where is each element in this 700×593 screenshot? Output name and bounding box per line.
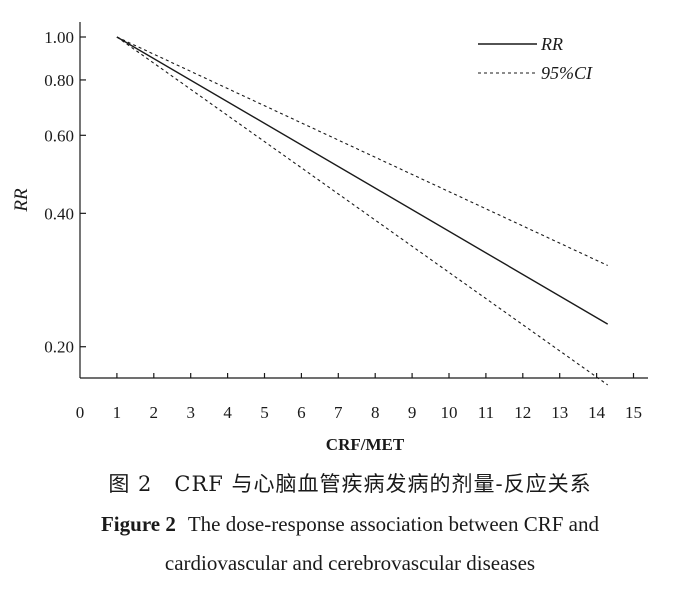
series-line-rr bbox=[116, 36, 609, 325]
x-tick-label-4: 4 bbox=[223, 403, 232, 422]
y-tick-label-4: 0.20 bbox=[44, 338, 74, 357]
x-tick-label-2: 2 bbox=[150, 403, 159, 422]
x-tick-label-11: 11 bbox=[478, 403, 494, 422]
chart-legend: RR 95%CI bbox=[478, 34, 593, 83]
figure-caption-chinese: 图 2 CRF 与心脑血管疾病发病的剂量-反应关系 bbox=[108, 472, 592, 496]
y-tick-label-2: 0.60 bbox=[44, 126, 74, 145]
x-tick-label-9: 9 bbox=[408, 403, 417, 422]
figure-caption-english-text: The dose-response association between CR… bbox=[187, 512, 599, 536]
legend-label-1: 95%CI bbox=[541, 63, 593, 83]
x-tick-label-7: 7 bbox=[334, 403, 343, 422]
chart-axes bbox=[79, 22, 648, 379]
x-tick-label-3: 3 bbox=[186, 403, 195, 422]
x-tick-label-14: 14 bbox=[588, 403, 606, 422]
x-tick-label-12: 12 bbox=[514, 403, 531, 422]
series-line-ci-1 bbox=[116, 36, 608, 266]
x-tick-label-8: 8 bbox=[371, 403, 380, 422]
figure-caption-label: Figure 2 bbox=[100, 512, 176, 536]
chart-series bbox=[116, 36, 609, 386]
y-tick-label-3: 0.40 bbox=[44, 204, 74, 223]
x-tick-label-6: 6 bbox=[297, 403, 306, 422]
x-tick-label-0: 0 bbox=[76, 403, 85, 422]
y-axis-label: RR bbox=[11, 188, 32, 213]
y-tick-label-0: 1.00 bbox=[44, 28, 74, 47]
x-tick-label-10: 10 bbox=[441, 403, 458, 422]
legend-label-0: RR bbox=[540, 34, 563, 54]
x-axis-ticks: 0 1 2 3 4 5 6 7 8 9 10 11 12 13 14 15 bbox=[76, 373, 642, 422]
y-tick-label-1: 0.80 bbox=[44, 71, 74, 90]
x-tick-label-15: 15 bbox=[625, 403, 642, 422]
y-axis-ticks: 1.00 0.80 0.60 0.40 0.20 bbox=[44, 28, 86, 357]
series-line-ci-2 bbox=[116, 36, 609, 386]
x-tick-label-5: 5 bbox=[260, 403, 269, 422]
x-tick-label-1: 1 bbox=[113, 403, 122, 422]
figure-caption-english-line1: Figure 2 The dose-response association be… bbox=[0, 512, 700, 537]
figure-caption-english-line2: cardiovascular and cerebrovascular disea… bbox=[164, 551, 536, 575]
x-tick-label-13: 13 bbox=[551, 403, 568, 422]
x-axis-label: CRF/MET bbox=[326, 435, 405, 454]
